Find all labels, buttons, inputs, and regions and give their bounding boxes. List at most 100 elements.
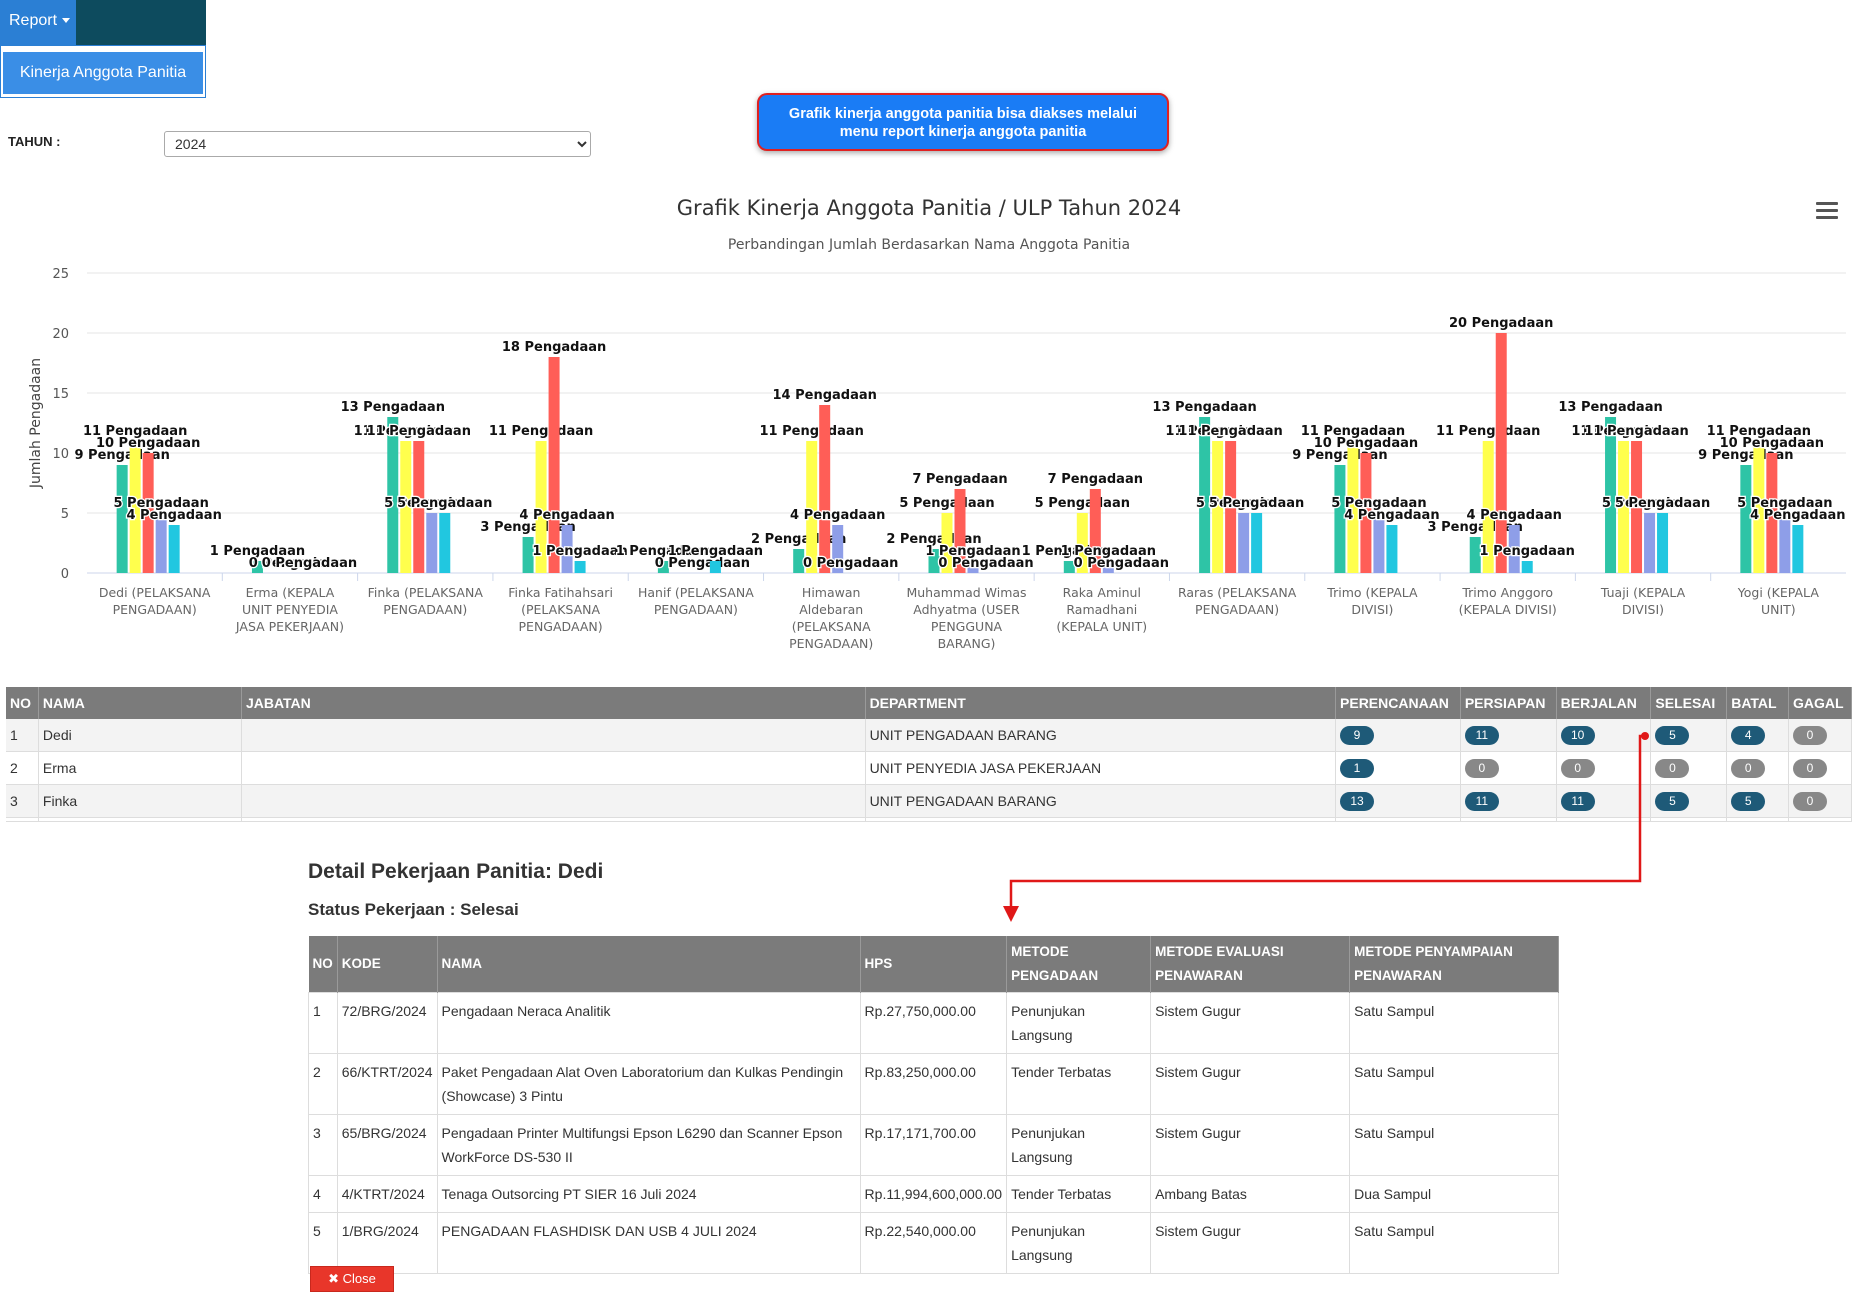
detail-cell-nama: PENGADAAN FLASHDISK DAN USB 4 JULI 2024 [436, 1212, 861, 1274]
members-table-body: 1 Dedi UNIT PENGADAAN BARANG 9 11 10 5 4 0 2 Erma U… [6, 719, 1852, 822]
chart-bar [1334, 465, 1346, 573]
x-category-label: (KEPALA UNIT) [1056, 619, 1147, 634]
detail-cell-nama: Pengadaan Neraca Analitik [436, 992, 861, 1054]
count-badge-gagal[interactable]: 0 [1793, 758, 1828, 778]
data-label: 7 Pengadaan [912, 472, 1007, 487]
count-badge-batal[interactable]: 0 [1731, 758, 1766, 778]
count-badge-persiapan[interactable]: 11 [1464, 725, 1499, 745]
partial-cell [1788, 817, 1852, 822]
x-category-label: UNIT PENYEDIA [242, 602, 338, 617]
partial-cell [241, 817, 866, 822]
count-badge-gagal[interactable]: 0 [1793, 791, 1828, 811]
data-label: 1 Pengadaan [210, 544, 305, 559]
count-badge-gagal[interactable]: 0 [1793, 725, 1828, 745]
chart-bar [1779, 513, 1791, 573]
x-category-label: Aldebaran [799, 602, 863, 617]
close-button[interactable]: ✖ Close [310, 1266, 394, 1292]
partial-cell [6, 817, 39, 822]
col-selesai: SELESAI [1650, 687, 1728, 719]
data-label: 11 Pengadaan [1707, 424, 1811, 439]
callout-line-2: menu report kinerja anggota panitia [839, 124, 1087, 140]
performance-bar-chart: Grafik Kinerja Anggota Panitia / ULP Tah… [28, 196, 1847, 651]
chart-bar [1740, 465, 1752, 573]
count-badge-selesai[interactable]: 0 [1655, 758, 1690, 778]
data-label: 10 Pengadaan [1720, 436, 1824, 451]
partial-cell [1726, 817, 1790, 822]
data-label: 4 Pengadaan [1344, 508, 1439, 523]
member-row[interactable]: 2 Erma UNIT PENYEDIA JASA PEKERJAAN 1 0 0 0 0 0 [6, 751, 1852, 785]
detail-cell-metode-evaluasi: Ambang Batas [1150, 1175, 1351, 1213]
y-tick-label: 15 [52, 387, 69, 402]
hamburger-menu-icon[interactable] [1816, 202, 1838, 220]
chart-bar [1251, 513, 1263, 573]
count-badge-batal[interactable]: 5 [1731, 791, 1766, 811]
chart-bar [1631, 441, 1643, 573]
data-label: 11 Pengadaan [354, 424, 458, 439]
col-nama: NAMA [38, 687, 242, 719]
chart-bar [1792, 525, 1804, 573]
x-category-label: (KEPALA DIVISI) [1459, 602, 1557, 617]
count-badge-perencanaan[interactable]: 1 [1340, 758, 1375, 778]
x-category-label: PENGADAAN) [1195, 602, 1279, 617]
x-category-label: Finka Fatihahsari [508, 585, 613, 600]
col-batal: BATAL [1726, 687, 1790, 719]
detail-cell-no: 2 [308, 1053, 338, 1115]
x-category-label: Raka Aminul [1063, 585, 1141, 600]
detail-cell-no: 1 [308, 992, 338, 1054]
count-badge-berjalan[interactable]: 10 [1560, 725, 1595, 745]
data-label: 0 Pengadaan [655, 556, 750, 571]
data-label: 5 Pengadaan [1035, 496, 1130, 511]
detail-row: 5 1/BRG/2024 PENGADAAN FLASHDISK DAN USB 4… [308, 1212, 1559, 1274]
data-label: 0 Pengadaan [938, 556, 1033, 571]
x-category-label: PENGGUNA [931, 619, 1003, 634]
count-badge-berjalan[interactable]: 11 [1560, 791, 1595, 811]
chart-bar [168, 525, 180, 573]
detail-row: 4 4/KTRT/2024 Tenaga Outsorcing PT SIER 16… [308, 1175, 1559, 1213]
detail-col-metode-pengadaan: METODE PENGADAAN [1006, 936, 1152, 993]
cell-perencanaan: 1 [1335, 751, 1461, 785]
detail-cell-nama: Tenaga Outsorcing PT SIER 16 Juli 2024 [436, 1175, 861, 1213]
data-label: 13 Pengadaan [1558, 400, 1662, 415]
data-label: 7 Pengadaan [1048, 472, 1143, 487]
col-persiapan: PERSIAPAN [1460, 687, 1557, 719]
chart-bar [522, 537, 534, 573]
data-label: 11 Pengadaan [1301, 424, 1405, 439]
data-label: 11 Pengadaan [367, 424, 471, 439]
x-category-label: (PELAKSANA [521, 602, 600, 617]
tahun-select[interactable]: 2024 [164, 131, 591, 157]
data-label: 5 Pengadaan [384, 496, 479, 511]
member-row[interactable]: 1 Dedi UNIT PENGADAAN BARANG 9 11 10 5 4 0 [6, 719, 1852, 752]
detail-cell-metode-penyampaian: Satu Sampul [1349, 1212, 1559, 1274]
detail-cell-hps: Rp.17,171,700.00 [859, 1114, 1008, 1176]
detail-row: 3 65/BRG/2024 Pengadaan Printer Multifungs… [308, 1114, 1559, 1176]
report-menu-button[interactable]: Report [0, 0, 76, 45]
count-badge-selesai[interactable]: 5 [1655, 725, 1690, 745]
count-badge-persiapan[interactable]: 11 [1464, 791, 1499, 811]
detail-cell-kode: 65/BRG/2024 [336, 1114, 438, 1176]
data-label: 11 Pengadaan [1178, 424, 1282, 439]
detail-col-nama: NAMA [437, 936, 861, 993]
cell-nama: Dedi [38, 719, 242, 752]
x-category-label: Yogi (KEPALA [1737, 585, 1820, 600]
count-badge-perencanaan[interactable]: 9 [1340, 725, 1375, 745]
count-badge-perencanaan[interactable]: 13 [1340, 791, 1375, 811]
detail-cell-metode-penyampaian: Satu Sampul [1349, 1053, 1559, 1115]
menu-item-kinerja-anggota-panitia[interactable]: Kinerja Anggota Panitia [3, 52, 203, 94]
chart-bar [574, 561, 586, 573]
detail-cell-nama: Pengadaan Printer Multifungsi Epson L629… [436, 1114, 861, 1176]
member-row[interactable]: 3 Finka UNIT PENGADAAN BARANG 13 11 11 5 5 0 [6, 784, 1852, 818]
chart-bar [819, 405, 831, 573]
x-category-label: Raras (PELAKSANA [1178, 585, 1297, 600]
chart-bar [1495, 333, 1507, 573]
cell-department: UNIT PENGADAAN BARANG [865, 719, 1337, 752]
count-badge-persiapan[interactable]: 0 [1464, 758, 1499, 778]
col-no: NO [6, 687, 39, 719]
data-label: 5 Pengadaan [1196, 496, 1291, 511]
data-label: 11 Pengadaan [83, 424, 187, 439]
count-badge-selesai[interactable]: 5 [1655, 791, 1690, 811]
partial-cell [38, 817, 242, 822]
data-label: 13 Pengadaan [1152, 400, 1256, 415]
count-badge-berjalan[interactable]: 0 [1560, 758, 1595, 778]
detail-cell-hps: Rp.11,994,600,000.00 [859, 1175, 1008, 1213]
count-badge-batal[interactable]: 4 [1731, 725, 1766, 745]
